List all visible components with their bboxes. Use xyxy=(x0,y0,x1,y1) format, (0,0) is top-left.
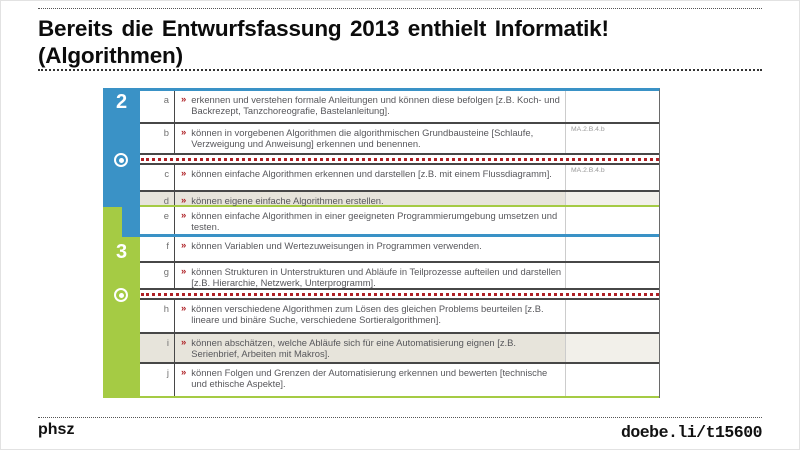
table-row: i » können abschätzen, welche Abläufe sic… xyxy=(140,334,659,364)
row-letter: g xyxy=(140,263,175,288)
competency-text: können einfache Algorithmen in einer gee… xyxy=(191,209,558,233)
row-text-cell: » können verschiedene Algorithmen zum Lös… xyxy=(175,300,565,332)
ma-code-cell xyxy=(565,263,659,288)
grundanspruch-dotted-line xyxy=(140,290,659,300)
chevron-icon: » xyxy=(181,336,187,348)
table-row: g » können Strukturen in Unterstrukturen … xyxy=(140,263,659,290)
row-text-cell: » können Variablen und Wertezuweisungen i… xyxy=(175,237,565,261)
row-letter: j xyxy=(140,364,175,396)
cycle2-number: 2 xyxy=(115,91,128,113)
ma-code-cell xyxy=(565,334,659,362)
chevron-icon: » xyxy=(181,194,187,206)
chevron-icon: » xyxy=(181,366,187,378)
competency-text: können Strukturen in Unterstrukturen und… xyxy=(191,265,562,289)
row-text-cell: » können einfache Algorithmen erkennen un… xyxy=(175,165,565,190)
row-text-cell: » können Folgen und Grenzen der Automatis… xyxy=(175,364,565,396)
cycle2-bar-overlap xyxy=(121,207,140,237)
competency-text: erkennen und verstehen formale Anleitung… xyxy=(191,93,560,117)
grundanspruch-target-icon xyxy=(114,153,128,167)
row-letter: b xyxy=(140,124,175,153)
row-letter: f xyxy=(140,237,175,261)
competency-text: können verschiedene Algorithmen zum Löse… xyxy=(191,302,544,326)
table-row: c » können einfache Algorithmen erkennen … xyxy=(140,165,659,192)
row-letter: d xyxy=(140,192,175,206)
row-text-cell: » erkennen und verstehen formale Anleitun… xyxy=(175,91,565,122)
table-row: a » erkennen und verstehen formale Anleit… xyxy=(140,91,659,124)
row-letter: a xyxy=(140,91,175,122)
competency-rows: a » erkennen und verstehen formale Anleit… xyxy=(140,88,660,398)
ma-code-cell xyxy=(565,300,659,332)
row-text-cell: » können einfache Algorithmen in einer ge… xyxy=(175,207,565,234)
chevron-icon: » xyxy=(181,126,187,138)
competency-text: können abschätzen, welche Abläufe sich f… xyxy=(191,336,516,360)
table-row: d » können eigene einfache Algorithmen er… xyxy=(140,192,659,207)
ma-code-cell xyxy=(565,364,659,396)
ma-code-cell: MA.2.B.4.b xyxy=(565,124,659,153)
chevron-icon: » xyxy=(181,93,187,105)
ma-code-cell xyxy=(565,192,659,205)
title-underline-rule xyxy=(38,69,762,71)
cycle2-bar xyxy=(103,88,140,207)
competency-text: können Folgen und Grenzen der Automatisi… xyxy=(191,366,548,390)
ma-code-cell xyxy=(565,207,659,234)
chevron-icon: » xyxy=(181,239,187,251)
footer-logo-phsz: phsz xyxy=(38,421,75,438)
row-letter: e xyxy=(140,207,175,234)
page-title-line1: Bereits die Entwurfsfassung 2013 enthiel… xyxy=(38,16,609,41)
cycle3-number: 3 xyxy=(115,241,128,263)
grundanspruch-target-icon xyxy=(114,288,128,302)
table-row: f » können Variablen und Wertezuweisungen… xyxy=(140,237,659,263)
cycle3-bar xyxy=(103,237,140,398)
footer-link[interactable]: doebe.li/t15600 xyxy=(620,423,763,442)
top-dotted-rule xyxy=(38,8,762,9)
red-dotted-line xyxy=(141,157,659,161)
row-letter: h xyxy=(140,300,175,332)
ma-code-cell xyxy=(565,237,659,261)
row-text-cell: » können Strukturen in Unterstrukturen un… xyxy=(175,263,565,289)
table-row: j » können Folgen und Grenzen der Automat… xyxy=(140,364,659,398)
competency-text: können eigene einfache Algorithmen erste… xyxy=(191,194,384,206)
ma-code-cell: MA.2.B.4.b xyxy=(565,165,659,190)
competency-text: können einfache Algorithmen erkennen und… xyxy=(191,167,552,179)
chevron-icon: » xyxy=(181,302,187,314)
row-text-cell: » können in vorgebenen Algorithmen die al… xyxy=(175,124,565,153)
page-title-line2: (Algorithmen) xyxy=(38,43,183,68)
red-dotted-line xyxy=(141,292,659,296)
table-row: b » können in vorgebenen Algorithmen die … xyxy=(140,124,659,155)
row-letter: i xyxy=(140,334,175,362)
competency-text: können in vorgebenen Algorithmen die alg… xyxy=(191,126,534,150)
row-text-cell: » können abschätzen, welche Abläufe sich … xyxy=(175,334,565,362)
cycle-bars: 2 3 xyxy=(103,88,140,398)
row-text-cell: » können eigene einfache Algorithmen erst… xyxy=(175,192,565,206)
page-title: Bereits die Entwurfsfassung 2013 enthiel… xyxy=(38,15,770,69)
cycle3-bar-overlap xyxy=(103,207,122,237)
table-row: e » können einfache Algorithmen in einer … xyxy=(140,207,659,237)
ma-code-cell xyxy=(565,91,659,122)
competency-table: 2 3 a » erkennen und verstehen formale An… xyxy=(103,88,660,398)
row-letter: c xyxy=(140,165,175,190)
chevron-icon: » xyxy=(181,167,187,179)
table-row: h » können verschiedene Algorithmen zum L… xyxy=(140,300,659,334)
chevron-icon: » xyxy=(181,209,187,221)
footer-dotted-rule xyxy=(38,417,762,418)
chevron-icon: » xyxy=(181,265,187,277)
grundanspruch-dotted-line xyxy=(140,155,659,165)
competency-text: können Variablen und Wertezuweisungen in… xyxy=(191,239,482,251)
